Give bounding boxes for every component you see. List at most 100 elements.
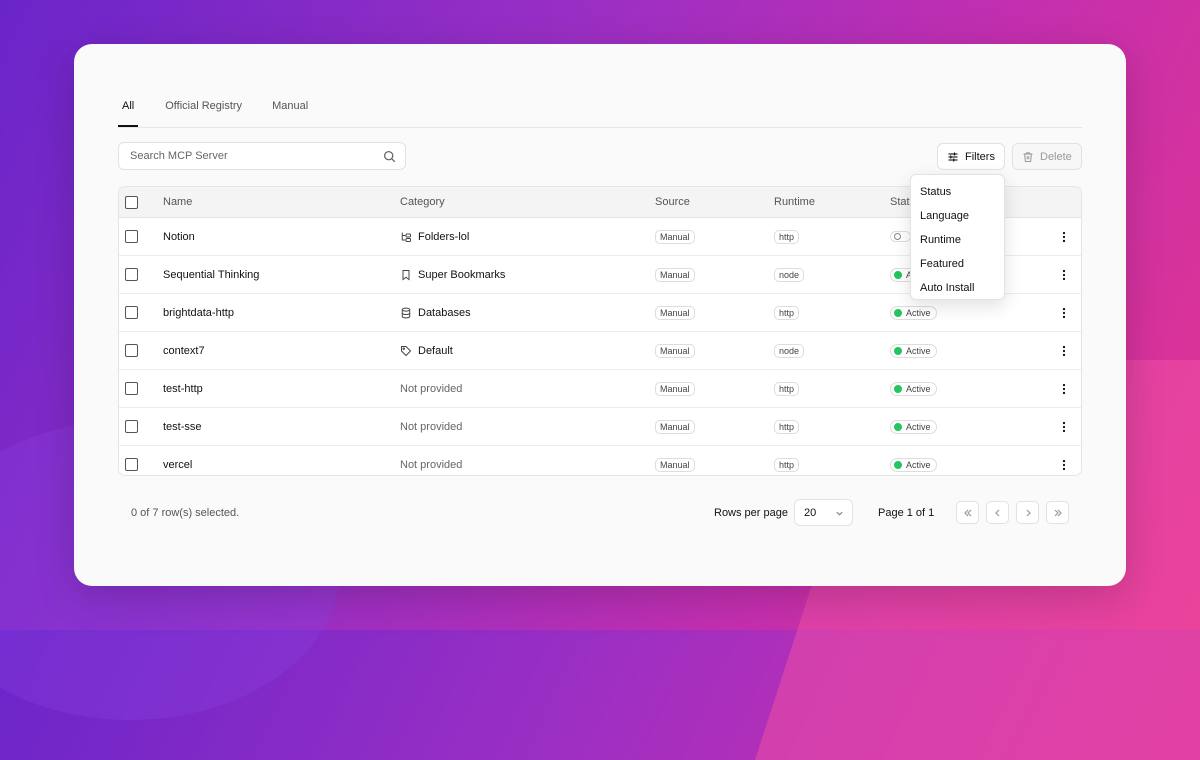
status-label: A [906,269,913,280]
more-options-icon[interactable] [1057,268,1071,282]
server-name: context7 [163,344,205,357]
row-checkbox[interactable] [125,230,138,243]
chevron-right-icon [1026,509,1031,516]
runtime-badge: http [774,381,800,396]
search-icon[interactable] [383,150,396,163]
page-indicator: Page 1 of 1 [878,507,935,519]
chevron-down-icon [836,511,843,516]
source-badge: Manual [655,229,695,244]
chevrons-right-icon [1054,509,1062,516]
status-label: Active [906,307,931,318]
table-row[interactable]: brightdata-http Databases Manual http Active [119,294,1081,332]
category-label: Default [418,344,453,357]
status-dot [894,384,902,393]
status-dot [894,308,902,317]
row-checkbox[interactable] [125,458,138,471]
header-name[interactable]: Name [163,196,193,208]
row-checkbox[interactable] [125,306,138,319]
table-row[interactable]: test-http Not provided Manual http Active [119,370,1081,408]
runtime-badge: http [774,419,800,434]
category-cell: Super Bookmarks [400,256,505,293]
rows-per-page-label: Rows per page [714,507,788,519]
filters-button[interactable]: Filters [937,143,1005,170]
tab-manual[interactable]: Manual [272,100,309,112]
server-name: test-http [163,382,203,395]
previous-page-button[interactable] [986,501,1009,524]
bookmark-icon [400,269,412,281]
more-options-icon[interactable] [1057,382,1071,396]
filter-option-language[interactable]: Language [920,210,969,222]
runtime-badge: http [774,229,800,244]
table-row[interactable]: Notion Folders-lol Manual http [119,218,1081,256]
sliders-icon [948,152,958,161]
more-options-icon[interactable] [1057,420,1071,434]
category-cell: Not provided [400,408,462,445]
more-options-icon[interactable] [1057,230,1071,244]
search-box [118,142,406,170]
folder-tree-icon [400,231,412,243]
status-badge: Active [890,457,937,472]
trash-icon [1023,151,1033,162]
status-dot [894,346,902,355]
tab-all[interactable]: All [118,94,139,127]
source-badge: Manual [655,419,695,434]
category-cell: Databases [400,294,471,331]
header-status[interactable]: Stat [890,196,910,208]
server-name: test-sse [163,420,202,433]
row-checkbox[interactable] [125,268,138,281]
servers-table: Name Category Source Runtime Stat Notion… [118,186,1082,476]
main-card: All Official Registry Manual Filters Del… [74,44,1126,586]
filter-option-runtime[interactable]: Runtime [920,234,961,246]
delete-button[interactable]: Delete [1012,143,1082,170]
selection-count: 0 of 7 row(s) selected. [131,507,240,519]
delete-label: Delete [1040,150,1072,163]
row-checkbox[interactable] [125,382,138,395]
status-dot [894,422,902,431]
first-page-button[interactable] [956,501,979,524]
status-badge: Active [890,305,937,320]
server-name: Notion [163,230,195,243]
filter-option-status[interactable]: Status [920,186,952,198]
search-input[interactable] [128,149,382,163]
category-cell: Not provided [400,370,462,407]
status-label: Active [906,421,931,432]
more-options-icon[interactable] [1057,306,1071,320]
more-options-icon[interactable] [1057,458,1071,472]
chevrons-left-icon [963,509,971,516]
category-label: Not provided [400,382,463,395]
source-badge: Manual [655,267,695,282]
more-options-icon[interactable] [1057,344,1071,358]
status-label: Active [906,383,931,394]
select-all-checkbox[interactable] [125,195,138,209]
tab-official-registry[interactable]: Official Registry [165,100,243,112]
tag-icon [400,345,412,357]
row-checkbox[interactable] [125,344,138,357]
filters-dropdown: Status Language Runtime Featured Auto In… [910,174,1005,300]
table-row[interactable]: vercel Not provided Manual http Active [119,446,1081,475]
next-page-button[interactable] [1016,501,1039,524]
status-badge: Active [890,343,937,358]
status-label: Active [906,345,931,356]
header-runtime[interactable]: Runtime [774,196,815,208]
server-name: brightdata-http [163,306,234,319]
status-badge [890,231,911,242]
row-checkbox[interactable] [125,420,138,433]
header-category[interactable]: Category [400,196,445,208]
category-label: Databases [418,306,471,319]
status-dot [894,233,901,240]
database-icon [400,307,412,319]
table-row[interactable]: test-sse Not provided Manual http Active [119,408,1081,446]
table-row[interactable]: context7 Default Manual node Active [119,332,1081,370]
server-name: vercel [163,458,193,471]
status-badge: Active [890,381,937,396]
rows-per-page-select[interactable]: 20 [794,499,853,526]
runtime-badge: http [774,457,800,472]
filters-label: Filters [965,150,995,163]
header-source[interactable]: Source [655,196,690,208]
status-label: Active [906,459,931,470]
last-page-button[interactable] [1046,501,1069,524]
chevron-left-icon [994,509,999,516]
filter-option-featured[interactable]: Featured [920,258,965,270]
category-cell: Not provided [400,446,462,475]
filter-option-auto-install[interactable]: Auto Install [920,282,975,294]
